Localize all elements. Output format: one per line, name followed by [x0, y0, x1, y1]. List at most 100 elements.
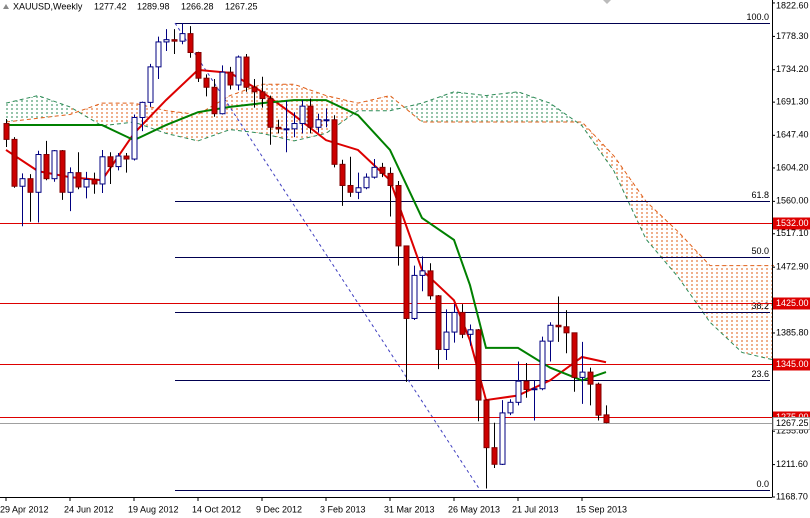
x-tick-label: 21 Jul 2013	[512, 504, 559, 514]
y-tick-label: 1255.80	[776, 426, 809, 436]
candle-body	[147, 66, 154, 103]
candle-body	[443, 331, 450, 350]
cloud-segment	[582, 122, 614, 172]
cloud-segment	[454, 91, 486, 123]
candle-body	[459, 311, 466, 335]
candle-body	[11, 138, 18, 187]
candle-body	[411, 274, 418, 319]
symbol-title: XAUUSD,Weekly	[13, 1, 83, 11]
candle-body	[435, 295, 442, 350]
candle-body	[251, 86, 258, 93]
fib-label: 61.8	[751, 190, 769, 200]
candle-body	[563, 326, 570, 334]
fib-label: 0.0	[756, 479, 769, 489]
x-tick-label: 19 Aug 2012	[128, 504, 179, 514]
candle-body	[355, 187, 362, 193]
candle-body	[91, 178, 98, 185]
shift-marker	[603, 0, 611, 4]
y-tick-label: 1385.80	[776, 327, 809, 337]
candle-body	[483, 399, 490, 449]
candle-body	[371, 166, 378, 178]
cloud-segment	[38, 95, 70, 119]
candle-body	[403, 245, 410, 319]
candle-body	[603, 414, 610, 424]
candle-body	[595, 383, 602, 416]
candle-body	[67, 172, 74, 193]
candle-body	[291, 123, 298, 130]
y-tick-label: 1778.30	[776, 31, 809, 41]
plot-area: 100.0 61.8 50.0 38.2 23.6 0.0	[0, 12, 775, 491]
cloud-segment	[678, 231, 710, 323]
fib-trendline	[174, 22, 481, 491]
cloud-segment	[422, 91, 454, 123]
candle-body	[339, 163, 346, 186]
cloud-segment	[518, 91, 550, 123]
candle-body	[587, 371, 594, 385]
candle-body	[51, 150, 58, 180]
candle-body	[499, 412, 506, 465]
y-tick-label: 1211.60	[776, 459, 808, 469]
candle-body	[475, 329, 482, 401]
x-tick-label: 24 Jun 2012	[64, 504, 114, 514]
candle-body	[267, 98, 274, 128]
y-tick-label: 1168.70	[776, 491, 808, 501]
level-tag-label: 1532.00	[776, 218, 809, 228]
candle-body	[275, 126, 282, 130]
fib-label: 23.6	[751, 369, 769, 379]
candle-body	[123, 155, 130, 160]
candle-body	[347, 184, 354, 193]
candle-body	[59, 150, 66, 193]
y-tick-label: 1822.60	[776, 0, 809, 10]
candle-body	[203, 77, 210, 88]
fib-label: 100.0	[746, 12, 769, 22]
cloud-segment	[614, 156, 646, 240]
x-tick-label: 9 Dec 2012	[256, 504, 302, 514]
x-tick-label: 26 May 2013	[448, 504, 500, 514]
candle-body	[539, 340, 546, 390]
y-tick-label: 1517.10	[776, 228, 809, 238]
fib-label: 50.0	[751, 246, 769, 256]
candle-body	[363, 176, 370, 189]
candle-body	[507, 401, 514, 414]
candle-body	[395, 184, 402, 247]
current-price-tag	[772, 417, 810, 430]
x-tick-label: 3 Feb 2013	[320, 504, 366, 514]
header-high: 1289.98	[137, 1, 170, 11]
candle-body	[307, 105, 314, 128]
candle-body	[283, 128, 290, 131]
candle-body	[163, 39, 170, 43]
candle-body	[315, 119, 322, 128]
indicator-line	[6, 99, 607, 382]
candle-body	[35, 154, 42, 193]
candle-body	[515, 380, 522, 403]
candle-body	[219, 71, 226, 115]
cloud-segment	[486, 91, 518, 123]
candle-body	[555, 324, 562, 328]
header-open: 1277.42	[94, 1, 127, 11]
x-tick-label: 14 Oct 2012	[192, 504, 241, 514]
candle-body	[131, 116, 138, 160]
candle-body	[227, 71, 234, 86]
candle-body	[491, 447, 498, 465]
cloud-segment	[646, 201, 678, 277]
candle-body	[323, 119, 330, 122]
candle-body	[427, 270, 434, 297]
candle-body	[187, 33, 194, 54]
candle-body	[299, 105, 306, 125]
candle-body	[379, 166, 386, 174]
candle-body	[107, 156, 114, 168]
y-tick-label: 1691.30	[776, 97, 809, 107]
candle-body	[3, 123, 10, 140]
candle-body	[211, 86, 218, 115]
fib-label: 38.2	[751, 301, 769, 311]
x-tick-label: 29 Apr 2012	[0, 504, 49, 514]
candle-body	[139, 101, 146, 118]
candle-body	[387, 172, 394, 186]
candle-body	[235, 56, 242, 86]
candle-body	[531, 388, 538, 391]
header-icon	[3, 4, 9, 9]
candle-body	[571, 332, 578, 378]
candle-body	[115, 155, 122, 168]
candle-body	[451, 311, 458, 333]
